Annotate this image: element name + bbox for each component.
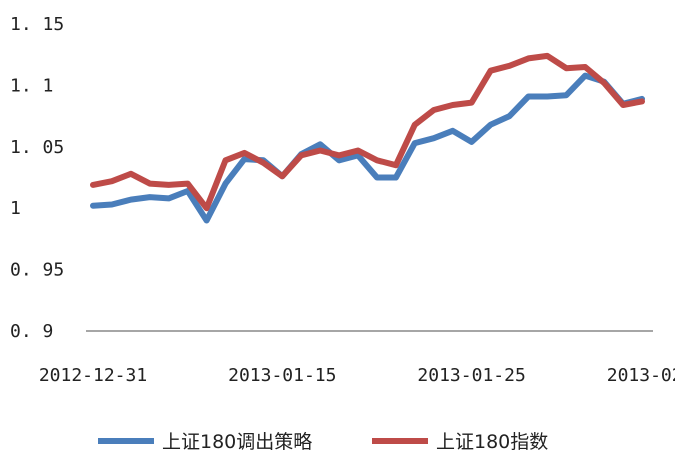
y-tick-label: 1. 1 [10, 75, 53, 96]
y-tick-label: 1. 15 [10, 14, 64, 35]
y-tick-label: 0. 95 [10, 260, 64, 281]
y-tick-label: 0. 9 [10, 321, 53, 342]
x-axis-ticks: 2012-12-31 2013-01-15 2013-01-25 2013-02-06 [39, 365, 675, 386]
y-tick-label: 1. 05 [10, 137, 64, 158]
legend-label-2: 上证180指数 [436, 431, 548, 453]
series-lines [90, 52, 645, 224]
x-tick-label: 2013-01-25 [417, 365, 525, 386]
x-tick-label: 2013-02-06 [607, 365, 675, 386]
series-line-2 [90, 52, 645, 212]
legend: 上证180调出策略 上证180指数 [98, 431, 548, 453]
y-axis-ticks: 0. 9 0. 95 1 1. 05 1. 1 1. 15 [10, 14, 64, 342]
x-tick-label: 2012-12-31 [39, 365, 147, 386]
x-tick-label: 2013-01-15 [228, 365, 336, 386]
y-tick-label: 1 [10, 198, 21, 219]
series-line-1 [90, 72, 645, 224]
legend-label-1: 上证180调出策略 [162, 431, 312, 453]
